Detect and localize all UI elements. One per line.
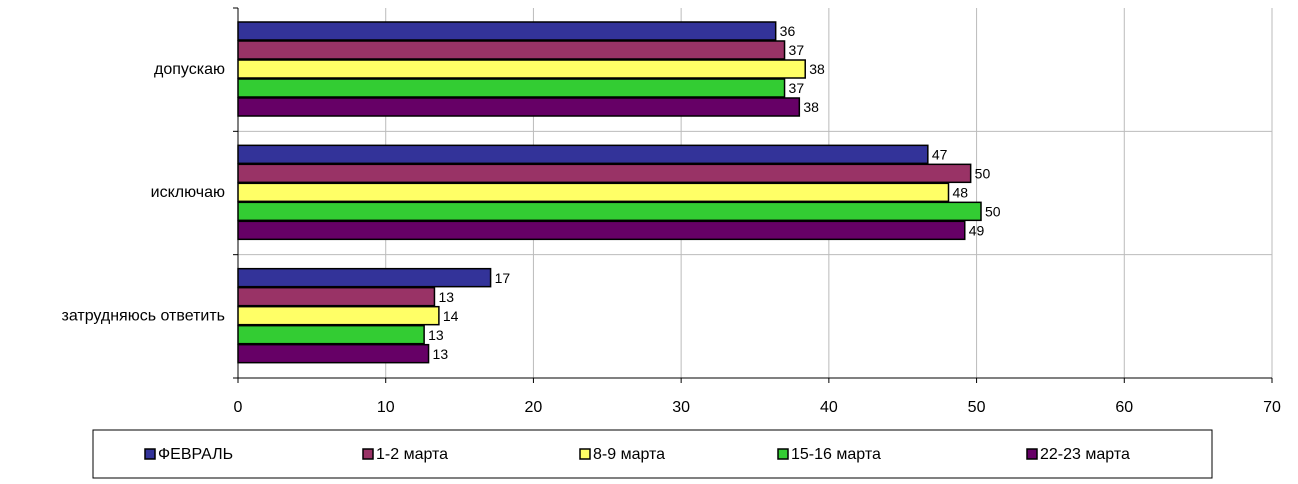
x-tick-label: 40 bbox=[820, 399, 838, 416]
value-label: 13 bbox=[433, 346, 449, 362]
bar bbox=[237, 97, 801, 117]
bar bbox=[237, 182, 950, 203]
value-label: 17 bbox=[495, 270, 511, 286]
legend-label: ФЕВРАЛЬ bbox=[158, 446, 233, 463]
legend-label: 8-9 марта bbox=[593, 446, 665, 463]
value-label: 13 bbox=[428, 327, 444, 343]
bar bbox=[237, 40, 786, 60]
value-label: 13 bbox=[438, 289, 454, 305]
legend-swatch bbox=[579, 448, 591, 460]
x-tick-label: 10 bbox=[377, 399, 395, 416]
legend-swatch bbox=[777, 448, 789, 460]
y-tick-label: затрудняюсь ответить bbox=[61, 308, 225, 325]
legend-label: 15-16 марта bbox=[791, 446, 881, 463]
y-tick-label: исключаю bbox=[151, 184, 225, 201]
bar bbox=[237, 78, 786, 98]
bar bbox=[237, 267, 492, 288]
bar bbox=[237, 59, 806, 79]
bar bbox=[237, 220, 966, 241]
bar bbox=[237, 324, 425, 345]
value-label: 49 bbox=[969, 223, 985, 239]
value-label: 36 bbox=[780, 23, 796, 39]
bar bbox=[237, 201, 982, 222]
bar bbox=[237, 305, 440, 326]
x-tick-label: 30 bbox=[672, 399, 690, 416]
legend-label: 22-23 марта bbox=[1040, 446, 1130, 463]
value-label: 38 bbox=[803, 99, 819, 115]
bar bbox=[237, 21, 777, 41]
value-label: 48 bbox=[953, 185, 969, 201]
bar bbox=[237, 343, 430, 364]
bar bbox=[237, 286, 436, 307]
x-tick-label: 60 bbox=[1115, 399, 1133, 416]
legend-label: 1-2 марта bbox=[376, 446, 448, 463]
value-label: 14 bbox=[443, 308, 459, 324]
value-label: 47 bbox=[932, 147, 948, 163]
value-label: 37 bbox=[789, 42, 805, 58]
legend-swatch bbox=[1026, 448, 1038, 460]
legend-swatch bbox=[144, 448, 156, 460]
x-tick-label: 20 bbox=[525, 399, 543, 416]
x-tick-label: 50 bbox=[968, 399, 986, 416]
x-tick-label: 0 bbox=[234, 399, 243, 416]
value-label: 38 bbox=[809, 61, 825, 77]
bar bbox=[237, 144, 929, 165]
value-label: 50 bbox=[975, 166, 991, 182]
value-label: 50 bbox=[985, 204, 1001, 220]
y-tick-label: допускаю bbox=[154, 61, 225, 78]
legend-box bbox=[92, 429, 1213, 479]
legend-swatch bbox=[362, 448, 374, 460]
bar bbox=[237, 163, 972, 184]
value-label: 37 bbox=[789, 80, 805, 96]
x-tick-label: 70 bbox=[1263, 399, 1281, 416]
